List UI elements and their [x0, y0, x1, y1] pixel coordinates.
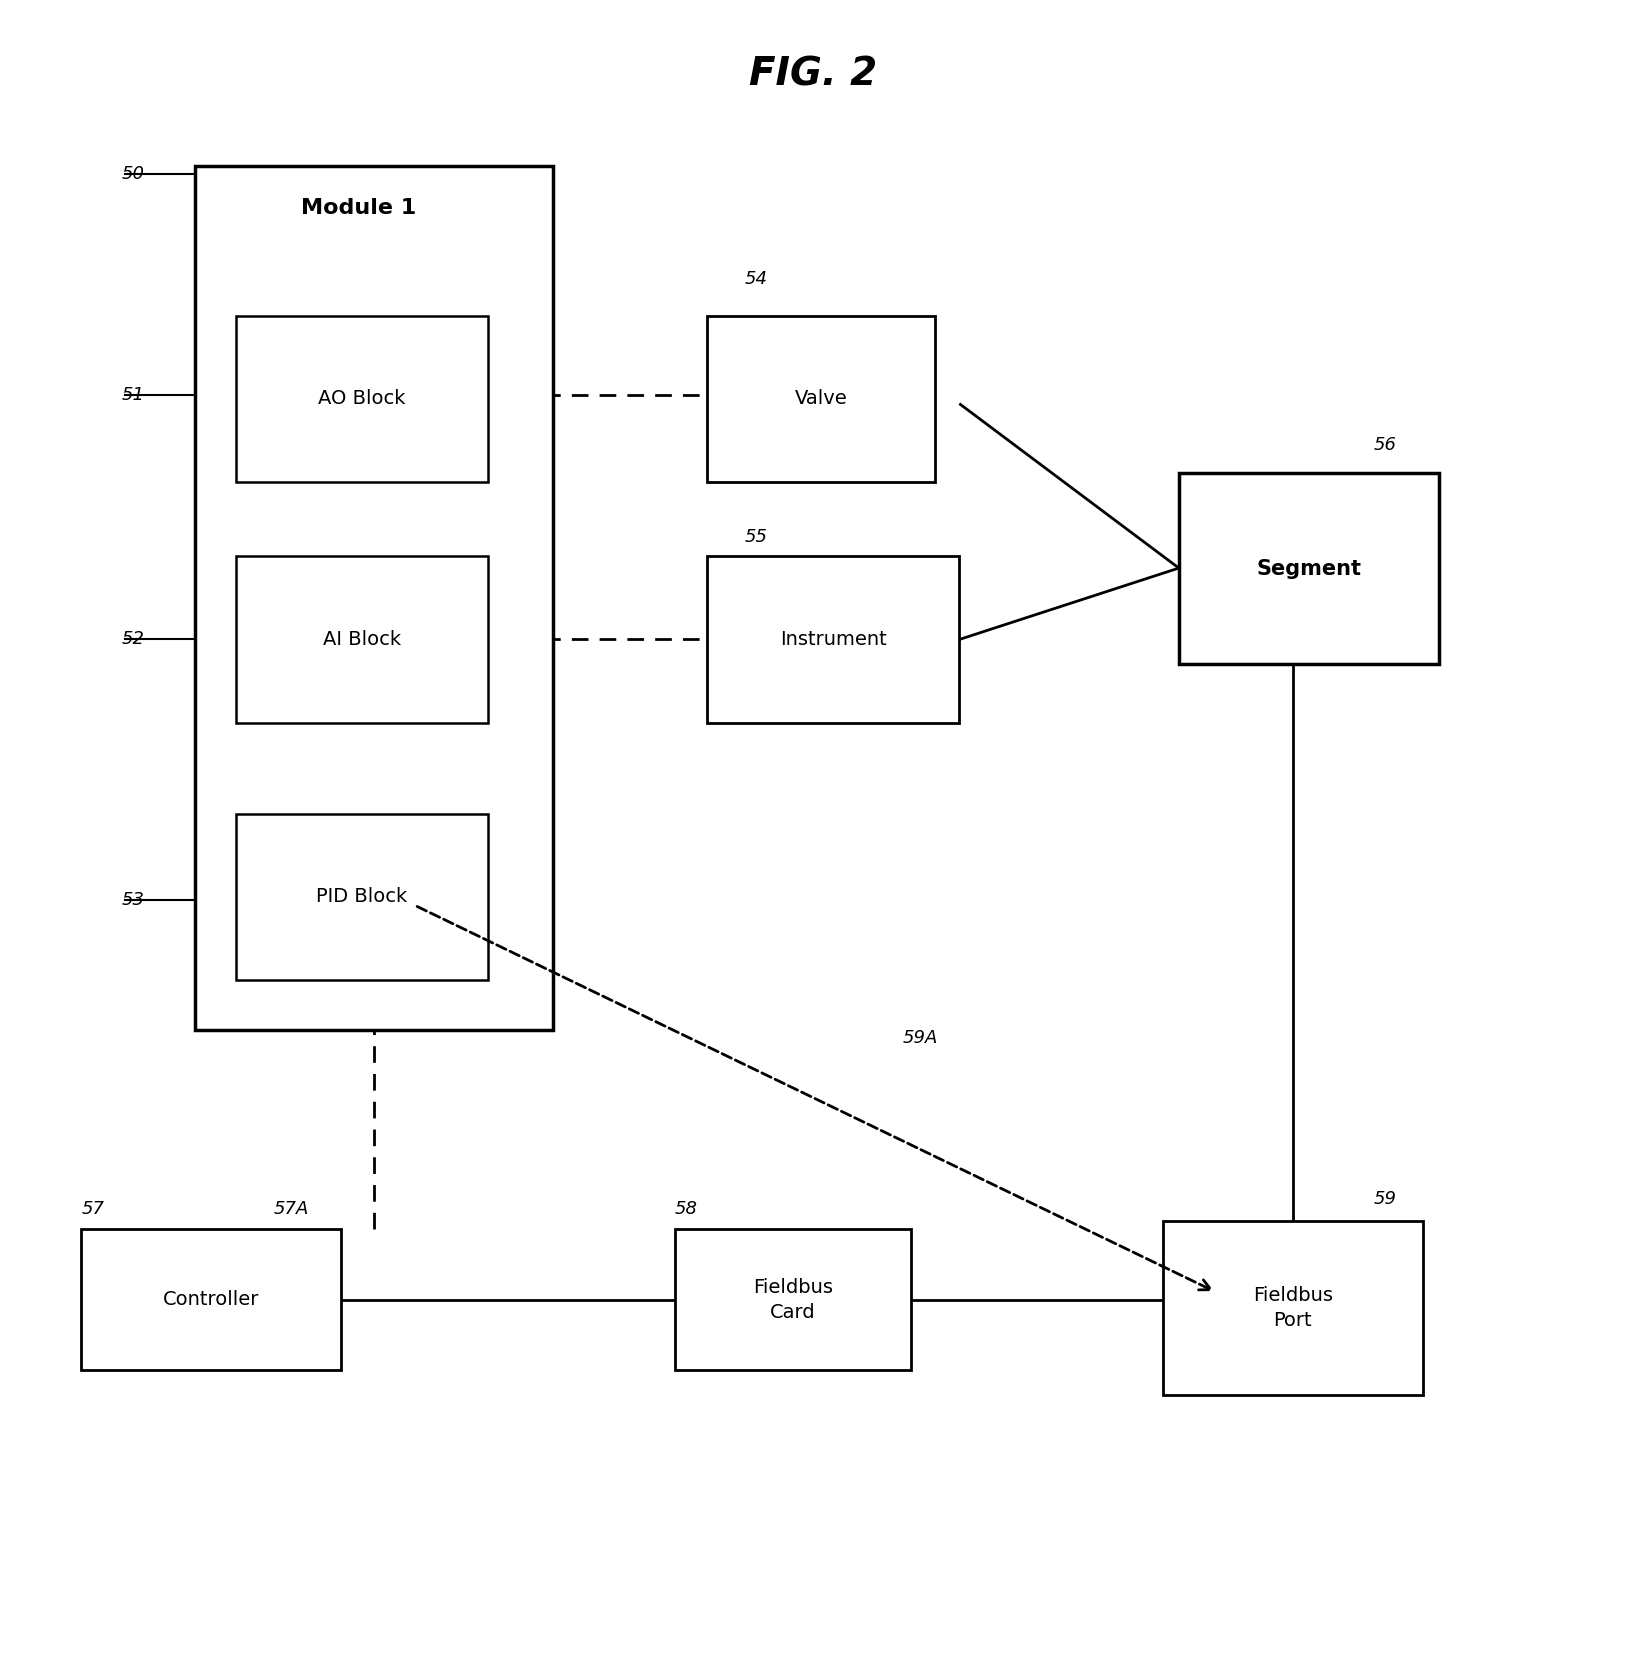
- Text: AO Block: AO Block: [319, 389, 405, 409]
- Text: Instrument: Instrument: [780, 630, 886, 649]
- Text: 54: 54: [745, 271, 767, 287]
- Text: 53: 53: [122, 892, 145, 909]
- Text: AI Block: AI Block: [322, 630, 402, 649]
- Bar: [707, 556, 959, 723]
- FancyArrowPatch shape: [418, 907, 1211, 1291]
- Text: 52: 52: [122, 631, 145, 648]
- Text: 57A: 57A: [273, 1201, 309, 1218]
- Text: Valve: Valve: [795, 389, 847, 409]
- Text: Segment: Segment: [1257, 558, 1361, 580]
- Bar: [81, 1229, 341, 1370]
- Text: Fieldbus
Port: Fieldbus Port: [1252, 1286, 1333, 1330]
- Text: 57: 57: [81, 1201, 104, 1218]
- Text: 59: 59: [1374, 1191, 1397, 1208]
- Bar: [195, 166, 553, 1030]
- Text: 58: 58: [675, 1201, 698, 1218]
- Text: 55: 55: [745, 528, 767, 545]
- Text: Module 1: Module 1: [301, 198, 416, 218]
- Text: Fieldbus
Card: Fieldbus Card: [753, 1277, 833, 1322]
- Text: 59A: 59A: [902, 1030, 938, 1046]
- Text: FIG. 2: FIG. 2: [750, 56, 876, 93]
- Bar: [1163, 1221, 1423, 1395]
- Bar: [236, 814, 488, 980]
- Text: 51: 51: [122, 387, 145, 404]
- Text: 50: 50: [122, 166, 145, 183]
- Bar: [675, 1229, 911, 1370]
- Text: Controller: Controller: [163, 1291, 260, 1309]
- Bar: [707, 316, 935, 482]
- Bar: [1179, 473, 1439, 664]
- Text: PID Block: PID Block: [315, 887, 408, 907]
- Text: 56: 56: [1374, 437, 1397, 453]
- Bar: [236, 556, 488, 723]
- Bar: [236, 316, 488, 482]
